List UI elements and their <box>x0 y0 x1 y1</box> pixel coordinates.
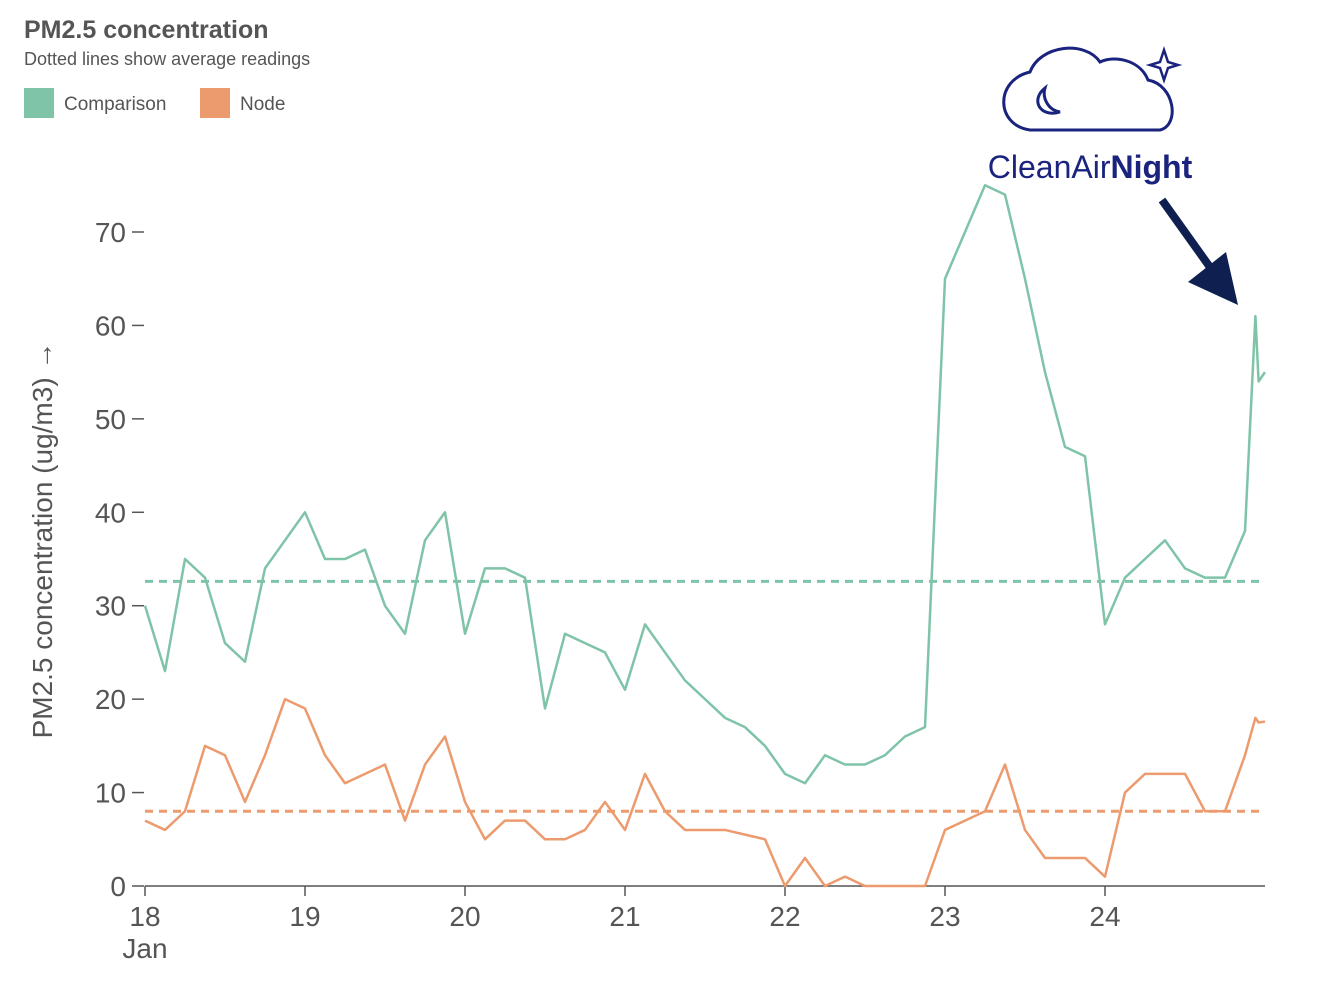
x-tick-label: 24 <box>1089 901 1120 932</box>
legend-label: Comparison <box>64 94 166 115</box>
x-tick-label: 20 <box>449 901 480 932</box>
logo-text-regular: CleanAir <box>988 149 1111 185</box>
x-tick-label: 18 <box>129 901 160 932</box>
x-tick-label: 19 <box>289 901 320 932</box>
legend-swatch <box>24 88 54 118</box>
y-tick-label: 30 <box>95 591 126 622</box>
logo-text: CleanAirNight <box>988 149 1193 185</box>
x-sublabel: Jan <box>122 933 167 964</box>
legend-label: Node <box>240 94 285 115</box>
legend-swatch <box>200 88 230 118</box>
chart-title: PM2.5 concentration <box>24 16 269 44</box>
x-tick-label: 22 <box>769 901 800 932</box>
y-tick-label: 50 <box>95 404 126 435</box>
y-tick-label: 10 <box>95 778 126 809</box>
data-line <box>143 184 1267 785</box>
y-tick-label: 60 <box>95 310 126 341</box>
logo-text-bold: Night <box>1110 149 1192 185</box>
y-tick-label: 40 <box>95 497 126 528</box>
data-line <box>144 697 1266 888</box>
y-tick-label: 20 <box>95 684 126 715</box>
y-tick-label: 0 <box>110 871 126 902</box>
logo: CleanAirNight <box>988 46 1238 305</box>
chart-subtitle: Dotted lines show average readings <box>24 49 310 69</box>
y-axis-label: PM2.5 concentration (ug/m3) → <box>27 342 58 739</box>
y-tick-label: 70 <box>95 217 126 248</box>
x-tick-label: 23 <box>929 901 960 932</box>
x-tick-label: 21 <box>609 901 640 932</box>
